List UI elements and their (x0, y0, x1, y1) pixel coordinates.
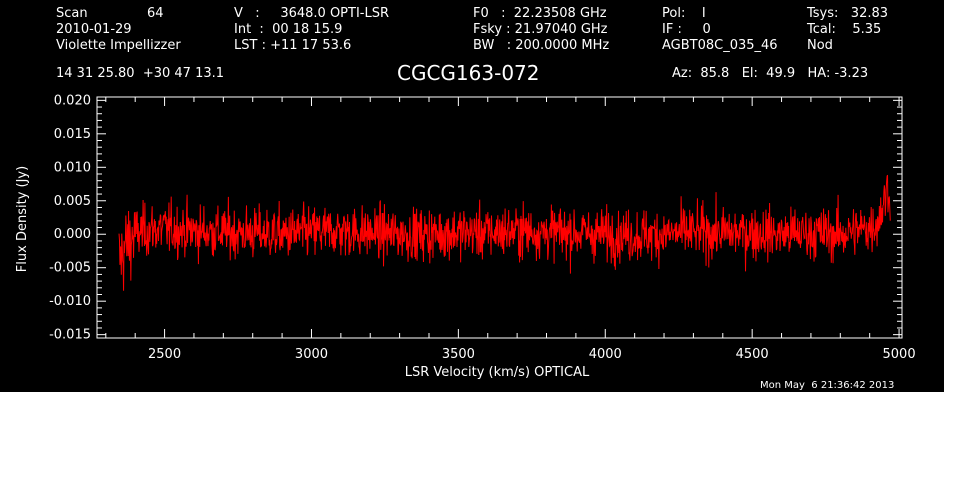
spectrum-line (118, 174, 891, 291)
x-tick-label: 3000 (295, 347, 328, 362)
bandwidth: BW : 200.0000 MHz (473, 38, 610, 53)
spectrum-plot: 2500 3000 3500 4000 4500 5000 -0.015 -0.010 -0.0… (15, 93, 916, 380)
y-tick-label: -0.015 (49, 328, 91, 343)
velocity-info: V : 3648.0 OPTI-LSR (234, 6, 390, 21)
x-tick-label: 2500 (148, 347, 181, 362)
x-axis-label: LSR Velocity (km/s) OPTICAL (405, 365, 590, 380)
x-tick-label: 4000 (589, 347, 622, 362)
scan-label: Scan (56, 6, 88, 21)
integration-time: Int : 00 18 15.9 (234, 22, 343, 37)
project-id: AGBT08C_035_46 (662, 38, 778, 53)
observation-date: 2010-01-29 (56, 22, 132, 37)
y-tick-label: 0.000 (54, 227, 91, 242)
polarization: Pol: I (662, 6, 706, 21)
rest-frequency: F0 : 22.23508 GHz (473, 6, 607, 21)
observing-mode: Nod (807, 38, 833, 53)
calibration-temperature: Tcal: 5.35 (807, 22, 882, 37)
x-tick-label: 5000 (883, 347, 916, 362)
if-number: IF : 0 (662, 22, 711, 37)
spectrum-panel: 2500 3000 3500 4000 4500 5000 -0.015 -0.010 -0.0… (0, 0, 944, 392)
lst-info: LST : +11 17 53.6 (234, 38, 352, 53)
spectrum-series (118, 174, 891, 291)
y-axis-label: Flux Density (Jy) (15, 166, 30, 272)
az-el-ha: Az: 85.8 El: 49.9 HA: -3.23 (672, 66, 869, 81)
y-tick-label: 0.010 (54, 160, 91, 175)
plot-frame (96, 96, 903, 339)
source-name: CGCG163-072 (397, 61, 540, 85)
scan-number: 64 (147, 6, 164, 21)
y-tick-label: 0.005 (54, 194, 91, 209)
y-tick-label: 0.020 (54, 93, 91, 108)
y-tick-label: -0.005 (49, 261, 91, 276)
sky-frequency: Fsky : 21.97040 GHz (473, 22, 608, 37)
system-temperature: Tsys: 32.83 (807, 6, 889, 21)
observer-name: Violette Impellizzer (56, 38, 181, 53)
y-tick-label: 0.015 (54, 127, 91, 142)
y-tick-label: -0.010 (49, 294, 91, 309)
plot-timestamp: Mon May 6 21:36:42 2013 (760, 380, 895, 391)
x-tick-label: 4500 (736, 347, 769, 362)
plot-axes: 2500 3000 3500 4000 4500 5000 -0.015 -0.010 -0.0… (49, 93, 916, 362)
x-tick-label: 3500 (442, 347, 475, 362)
source-coordinates: 14 31 25.80 +30 47 13.1 (56, 66, 225, 81)
